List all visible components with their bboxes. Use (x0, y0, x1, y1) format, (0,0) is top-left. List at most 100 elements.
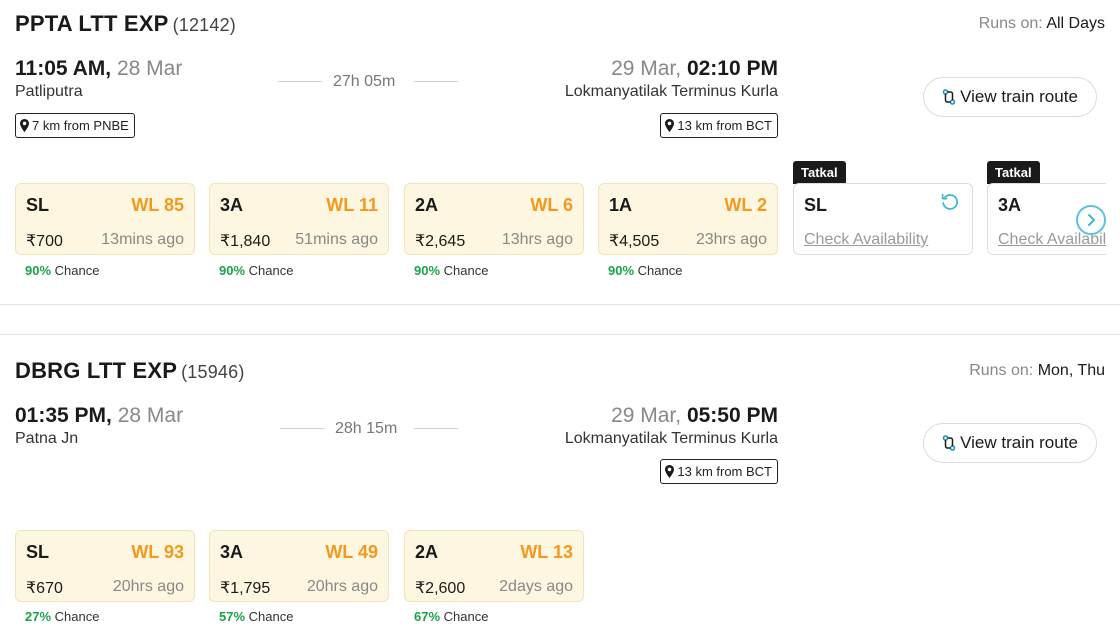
departure-distance: 7 km from PNBE (32, 118, 129, 133)
arrival-date: 29 Mar, (611, 404, 682, 427)
departure-time: 01:35 PM, 28 Mar (15, 404, 183, 428)
view-train-route-button[interactable]: View train route (923, 77, 1097, 117)
chance-percent: 90% (219, 263, 246, 278)
map-pin-icon (665, 119, 675, 132)
train-card-ppta-ltt-exp: PPTA LTT EXP (12142) Runs on: All Days 11… (0, 0, 1120, 305)
chance-label: Chance (443, 263, 489, 278)
waitlist-status: WL 49 (325, 542, 378, 562)
class-name: 3A (998, 195, 1022, 215)
tatkal-class-card-sl[interactable]: SL Check Availability (793, 183, 973, 255)
chance-percent: 90% (608, 263, 635, 278)
waitlist-status: WL 93 (131, 542, 184, 562)
waitlist-status: WL 85 (131, 195, 184, 215)
last-updated: 2days ago (499, 578, 573, 595)
class-card-3a[interactable]: 3A WL 49 ₹1,795 20hrs ago (209, 530, 389, 602)
scroll-next-button[interactable] (1076, 205, 1106, 235)
card-divider (0, 304, 1120, 305)
view-train-route-label: View train route (960, 433, 1078, 452)
arrival-station: Lokmanyatilak Terminus Kurla (564, 83, 778, 100)
view-train-route-label: View train route (960, 87, 1078, 106)
confirm-chance: 90% Chance (414, 263, 488, 278)
waitlist-status: WL 6 (530, 195, 573, 215)
chance-percent: 27% (25, 609, 52, 624)
chance-label: Chance (443, 609, 489, 624)
view-train-route-button[interactable]: View train route (923, 423, 1097, 463)
refresh-icon[interactable] (940, 192, 960, 212)
confirm-chance: 90% Chance (608, 263, 682, 278)
class-fare: ₹2,600 (415, 580, 466, 597)
train-number: (15946) (181, 362, 245, 382)
class-card-2a[interactable]: 2A WL 13 ₹2,600 2days ago (404, 530, 584, 602)
duration-line-right (414, 428, 458, 429)
last-updated: 20hrs ago (306, 578, 378, 595)
class-name: 3A (220, 195, 244, 215)
confirm-chance: 27% Chance (25, 609, 99, 624)
arrival-distance: 13 km from BCT (677, 118, 772, 133)
check-availability-link[interactable]: Check Availability (804, 231, 929, 248)
arrival-distance-tag: 13 km from BCT (660, 459, 778, 484)
runs-on-days: All Days (1046, 15, 1105, 32)
train-name-text[interactable]: PPTA LTT EXP (15, 11, 169, 36)
arrival-station: Lokmanyatilak Terminus Kurla (564, 430, 778, 447)
class-availability-scroller[interactable]: SL WL 85 ₹700 13mins ago 90% Chance 3A W… (0, 0, 1106, 305)
arrival-time: 29 Mar, 05:50 PM (611, 404, 778, 428)
class-name: SL (804, 195, 828, 215)
class-name: SL (26, 195, 50, 215)
last-updated: 51mins ago (295, 231, 378, 248)
tatkal-tag: Tatkal (987, 161, 1040, 184)
departure-time: 11:05 AM, 28 Mar (15, 57, 182, 81)
duration-line-right (414, 81, 458, 82)
duration-line-left (278, 81, 322, 82)
departure-date: 28 Mar (117, 404, 184, 427)
class-name: 2A (415, 542, 439, 562)
class-fare: ₹2,645 (415, 233, 466, 250)
last-updated: 23hrs ago (695, 231, 767, 248)
waitlist-status: WL 11 (326, 195, 378, 215)
duration-line-left (280, 428, 324, 429)
confirm-chance: 67% Chance (414, 609, 488, 624)
class-card-1a[interactable]: 1A WL 2 ₹4,505 23hrs ago (598, 183, 778, 255)
confirm-chance: 90% Chance (219, 263, 293, 278)
departure-station: Patliputra (15, 83, 83, 100)
chance-label: Chance (54, 609, 100, 624)
check-availability-link[interactable]: Check Availability (998, 231, 1106, 248)
chance-percent: 90% (25, 263, 52, 278)
last-updated: 13mins ago (101, 231, 184, 248)
class-card-3a[interactable]: 3A WL 11 ₹1,840 51mins ago (209, 183, 389, 255)
arrival-clock: 05:50 PM (686, 404, 778, 427)
card-divider (0, 334, 1120, 335)
runs-on-label: Runs on: (969, 362, 1034, 379)
last-updated: 13hrs ago (501, 231, 573, 248)
last-updated: 20hrs ago (112, 578, 184, 595)
runs-on: Runs on: Mon, Thu (969, 362, 1105, 380)
class-name: 3A (220, 542, 244, 562)
chance-percent: 90% (414, 263, 441, 278)
journey-duration: 27h 05m (333, 73, 396, 90)
train-name[interactable]: DBRG LTT EXP (15946) (15, 358, 245, 384)
departure-distance-tag: 7 km from PNBE (15, 113, 135, 138)
train-name-text[interactable]: DBRG LTT EXP (15, 358, 178, 383)
chance-percent: 67% (414, 609, 441, 624)
runs-on-label: Runs on: (978, 15, 1043, 32)
arrival-distance-tag: 13 km from BCT (660, 113, 778, 138)
class-card-2a[interactable]: 2A WL 6 ₹2,645 13hrs ago (404, 183, 584, 255)
departure-date: 28 Mar (116, 57, 183, 80)
waitlist-status: WL 2 (724, 195, 767, 215)
train-card-dbrg-ltt-exp: DBRG LTT EXP (15946) Runs on: Mon, Thu 01… (0, 335, 1120, 644)
route-icon (942, 89, 956, 105)
route-icon (942, 435, 956, 451)
class-card-sl[interactable]: SL WL 85 ₹700 13mins ago (15, 183, 195, 255)
departure-station: Patna Jn (15, 430, 79, 447)
chance-percent: 57% (219, 609, 246, 624)
runs-on: Runs on: All Days (979, 15, 1105, 33)
class-name: 2A (415, 195, 439, 215)
departure-clock: 01:35 PM, (15, 404, 112, 427)
chance-label: Chance (248, 609, 294, 624)
train-name[interactable]: PPTA LTT EXP (12142) (15, 11, 236, 37)
chevron-right-icon (1088, 214, 1095, 226)
map-pin-icon (665, 465, 675, 478)
class-name: 1A (609, 195, 633, 215)
class-card-sl[interactable]: SL WL 93 ₹670 20hrs ago (15, 530, 195, 602)
class-name: SL (26, 542, 50, 562)
arrival-clock: 02:10 PM (686, 57, 778, 80)
